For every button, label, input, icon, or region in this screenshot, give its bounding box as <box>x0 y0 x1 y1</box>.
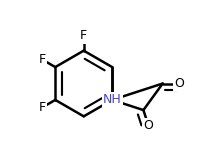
Text: F: F <box>80 29 87 42</box>
Text: O: O <box>174 77 184 90</box>
Text: O: O <box>143 119 153 132</box>
Text: NH: NH <box>103 93 121 106</box>
Text: F: F <box>39 101 46 114</box>
Text: F: F <box>39 53 46 66</box>
